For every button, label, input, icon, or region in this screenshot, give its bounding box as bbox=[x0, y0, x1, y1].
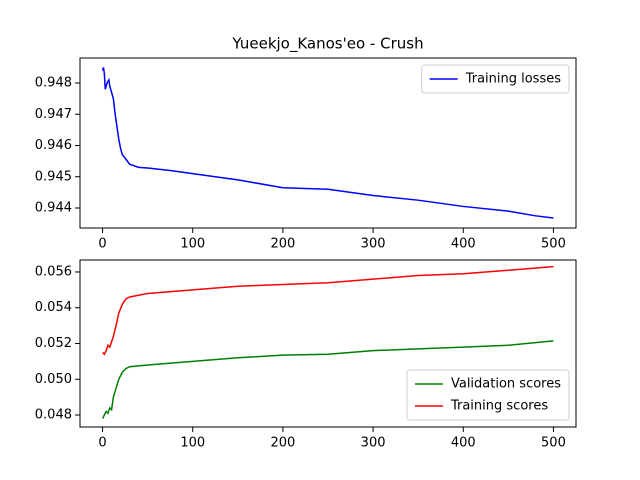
x-tick-label: 200 bbox=[270, 436, 295, 451]
axes-frame bbox=[79, 259, 577, 428]
x-tick-label: 100 bbox=[180, 237, 205, 252]
y-tick-label: 0.052 bbox=[35, 336, 72, 351]
legend-label: Training scores bbox=[450, 399, 548, 414]
x-tick-label: 200 bbox=[270, 237, 295, 252]
y-tick-label: 0.947 bbox=[35, 107, 72, 122]
y-tick-label: 0.944 bbox=[35, 201, 72, 216]
y-tick-label: 0.945 bbox=[35, 169, 72, 184]
axes-frame bbox=[79, 57, 577, 229]
y-tick-label: 0.048 bbox=[35, 408, 72, 423]
legend-label: Validation scores bbox=[451, 377, 561, 392]
data-line bbox=[101, 340, 554, 419]
y-tick-label: 0.056 bbox=[35, 264, 72, 279]
x-tick-label: 0 bbox=[98, 237, 106, 252]
x-tick-label: 500 bbox=[541, 436, 566, 451]
data-line bbox=[102, 265, 554, 356]
data-line bbox=[101, 67, 554, 219]
x-tick-label: 300 bbox=[361, 436, 386, 451]
x-tick-label: 100 bbox=[180, 436, 205, 451]
y-tick-label: 0.948 bbox=[35, 76, 72, 91]
y-tick-label: 0.946 bbox=[35, 138, 72, 153]
x-tick-label: 300 bbox=[361, 237, 386, 252]
x-tick-label: 0 bbox=[98, 436, 106, 451]
legend-label: Training losses bbox=[465, 72, 562, 87]
y-tick-label: 0.050 bbox=[35, 372, 72, 387]
legend-box bbox=[421, 64, 570, 94]
x-tick-label: 500 bbox=[541, 237, 566, 252]
legend: Validation scores Training scores bbox=[406, 369, 570, 421]
x-tick-label: 400 bbox=[451, 237, 476, 252]
x-tick-label: 400 bbox=[451, 436, 476, 451]
legend-box bbox=[406, 369, 570, 421]
legend: Training losses bbox=[421, 64, 570, 94]
chart-title: Yueekjo_Kanos'eo - Crush bbox=[231, 35, 423, 54]
y-tick-label: 0.054 bbox=[35, 300, 72, 315]
